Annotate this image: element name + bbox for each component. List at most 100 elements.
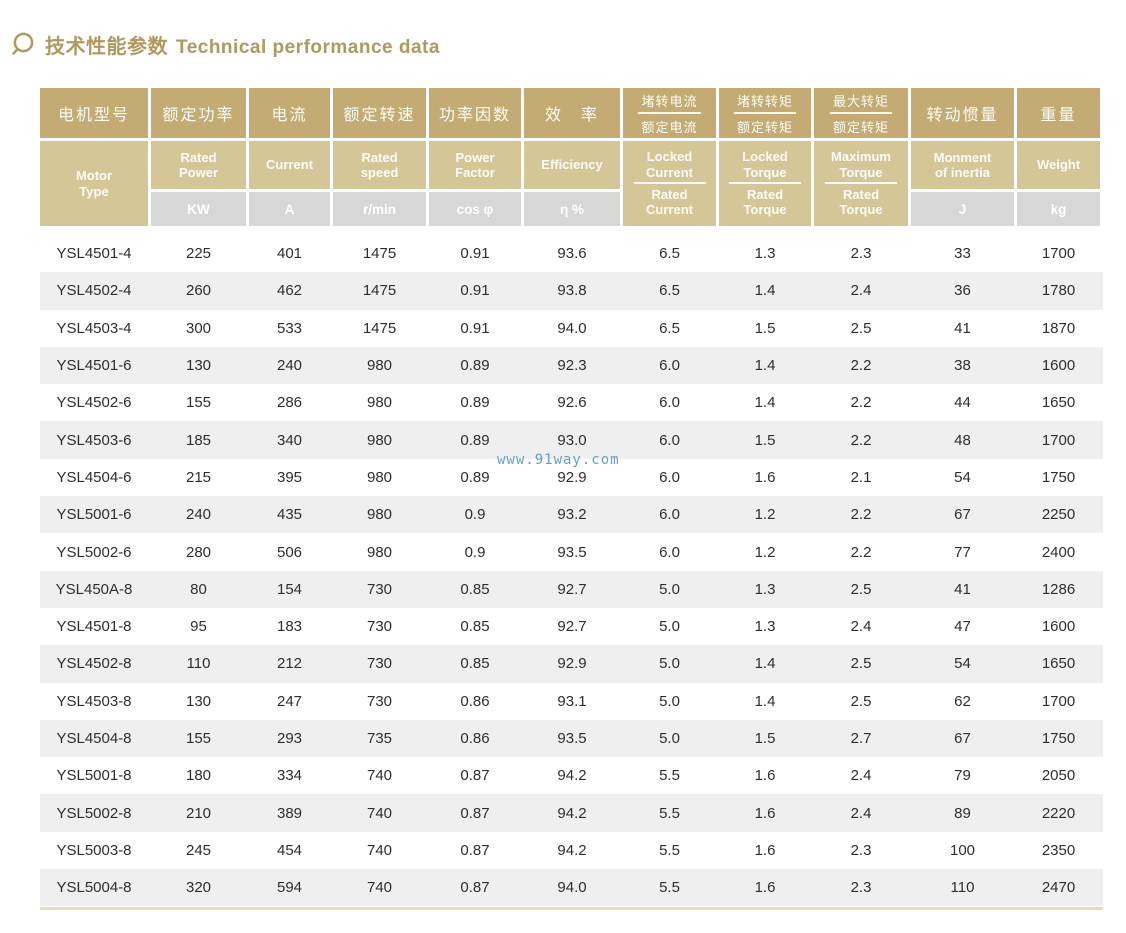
table-row: YSL4503-8 130 247 730 0.86 93.1 5.0 1.4 2.5 62 170… [40,683,1103,720]
header-en-line: Factor [455,165,495,180]
value-cell: 2.4 [850,618,872,636]
fraction-numerator: 最大转矩 [829,91,892,114]
fraction-denominator: 额定电流 [641,119,698,135]
value-cell: 93.5 [557,543,587,561]
value-cell: 6.0 [659,394,680,412]
header-unit-cell: kg [1017,192,1100,226]
value-cell: 2.3 [850,841,872,859]
value-cell: 1.4 [754,692,776,710]
value-cell: 5.0 [659,692,680,710]
value-cell: 6.5 [659,282,680,300]
value-cell: 980 [366,543,393,561]
table-row: YSL450A-8 80 154 730 0.85 92.7 5.0 1.3 2.5 41 1286 [40,570,1103,608]
header-en-cell: Monment of inertia [911,141,1014,189]
value-cell: 0.9 [464,506,486,524]
technical-data-table: 电机型号 Motor Type 额定功率 Rated Power KW 电流 Current A 额… [40,88,1103,911]
table-head: 电机型号 Motor Type 额定功率 Rated Power KW 电流 Current A 额… [40,88,1103,226]
value-cell: 2220 [1041,804,1076,822]
value-cell: 2.5 [850,692,872,710]
header-en-cell: Rated speed [333,141,426,189]
header-en-line: Efficiency [541,157,603,173]
value-cell: 54 [954,468,971,486]
watermark: www.91way.com [497,452,620,468]
fraction-denominator: Rated Current [646,187,693,218]
header-en-cell: Rated Power [151,141,246,189]
header-en-line: Type [79,183,109,199]
header-unit-cell: A [249,192,330,226]
value-cell: 1600 [1041,618,1076,636]
table-row: YSL5001-6 240 435 980 0.9 93.2 6.0 1.2 2.2 67 2250 [40,496,1103,534]
header-unit-cell: J [911,192,1014,226]
page-title-text: 技术性能参数 Technical performance data [45,30,440,59]
value-cell: 47 [954,618,971,636]
value-cell: 1750 [1041,730,1076,747]
value-cell: 2050 [1041,767,1076,785]
header-unit-cell: r/min [333,192,426,226]
value-cell: 2.4 [850,767,872,785]
fraction-denominator: Rated Torque [839,187,883,218]
header-zh-cell: 堵转转矩 额定转矩 [719,88,811,138]
header-en-line: Power [455,149,495,165]
value-cell: 0.86 [460,692,490,710]
value-cell: 2.5 [850,319,872,337]
value-cell: 5.0 [659,580,680,598]
title-chinese: 技术性能参数 [45,36,168,58]
value-cell: 980 [366,431,393,449]
value-cell: 6.0 [659,506,680,524]
table-row: YSL4502-4 260 462 1475 0.91 93.8 6.5 1.4 2.4 36 17… [40,272,1103,310]
header-unit-cell: η % [524,192,620,226]
value-cell: 320 [185,879,212,897]
value-cell: 2.3 [850,879,872,897]
table-row: YSL4504-6 215 395 980 0.89 92.9 6.0 1.6 2.1 54 175… [40,459,1103,496]
model-cell: YSL5002-6 [56,543,132,561]
fraction-numerator: Maximum Torque [825,149,897,184]
value-cell: 0.91 [460,319,490,337]
value-cell: 0.87 [460,879,490,897]
value-cell: 1.4 [754,394,776,412]
value-cell: 2.5 [850,580,872,598]
value-cell: 401 [276,245,303,263]
header-en-cell: Locked Current Rated Current [623,141,716,226]
table-row: YSL4501-4 225 401 1475 0.91 93.6 6.5 1.3 2.3 33 17… [40,235,1103,272]
value-cell: 0.85 [460,655,490,673]
value-cell: 2350 [1041,841,1076,859]
value-cell: 155 [185,394,212,412]
value-cell: 2.4 [850,804,872,822]
value-cell: 94.2 [557,841,587,859]
header-en-line: Power [178,165,218,180]
value-cell: 286 [276,394,303,412]
header-zh-cell: 额定转速 [333,88,426,138]
header-en-cell: Efficiency [524,141,620,189]
value-cell: 130 [185,357,212,375]
magnifier-icon [12,32,34,55]
value-cell: 1.4 [754,282,776,300]
page-title: 技术性能参数 Technical performance data [10,30,440,59]
value-cell: 1.4 [754,357,776,375]
value-cell: 533 [276,319,303,337]
value-cell: 1475 [362,319,397,337]
header-zh-cell: 最大转矩 额定转矩 [814,88,908,138]
value-cell: 36 [954,282,971,300]
value-cell: 1.3 [754,618,776,636]
header-en-line: Rated [361,149,398,165]
model-cell: YSL5002-8 [56,804,132,822]
value-cell: 730 [366,655,393,673]
value-cell: 215 [185,468,212,486]
header-en-cell: Power Factor [429,141,521,189]
value-cell: 77 [954,543,971,561]
value-cell: 130 [185,692,212,710]
value-cell: 5.0 [659,655,680,673]
header-zh-cell: 额定功率 [151,88,246,138]
model-cell: YSL5004-8 [56,879,132,897]
table-body: YSL4501-4 225 401 1475 0.91 93.6 6.5 1.3 2.3 33 17… [40,235,1103,907]
value-cell: 5.5 [659,804,680,822]
header-en-line: of inertia [935,165,990,180]
value-cell: 260 [185,282,212,300]
value-cell: 94.0 [557,879,587,897]
value-cell: 79 [954,767,971,785]
value-cell: 6.0 [659,543,680,561]
value-cell: 94.2 [557,804,587,822]
model-cell: YSL4504-6 [56,468,132,486]
table-row: YSL5003-8 245 454 740 0.87 94.2 5.5 1.6 2.3 100 23… [40,832,1103,869]
value-cell: 300 [185,319,212,337]
